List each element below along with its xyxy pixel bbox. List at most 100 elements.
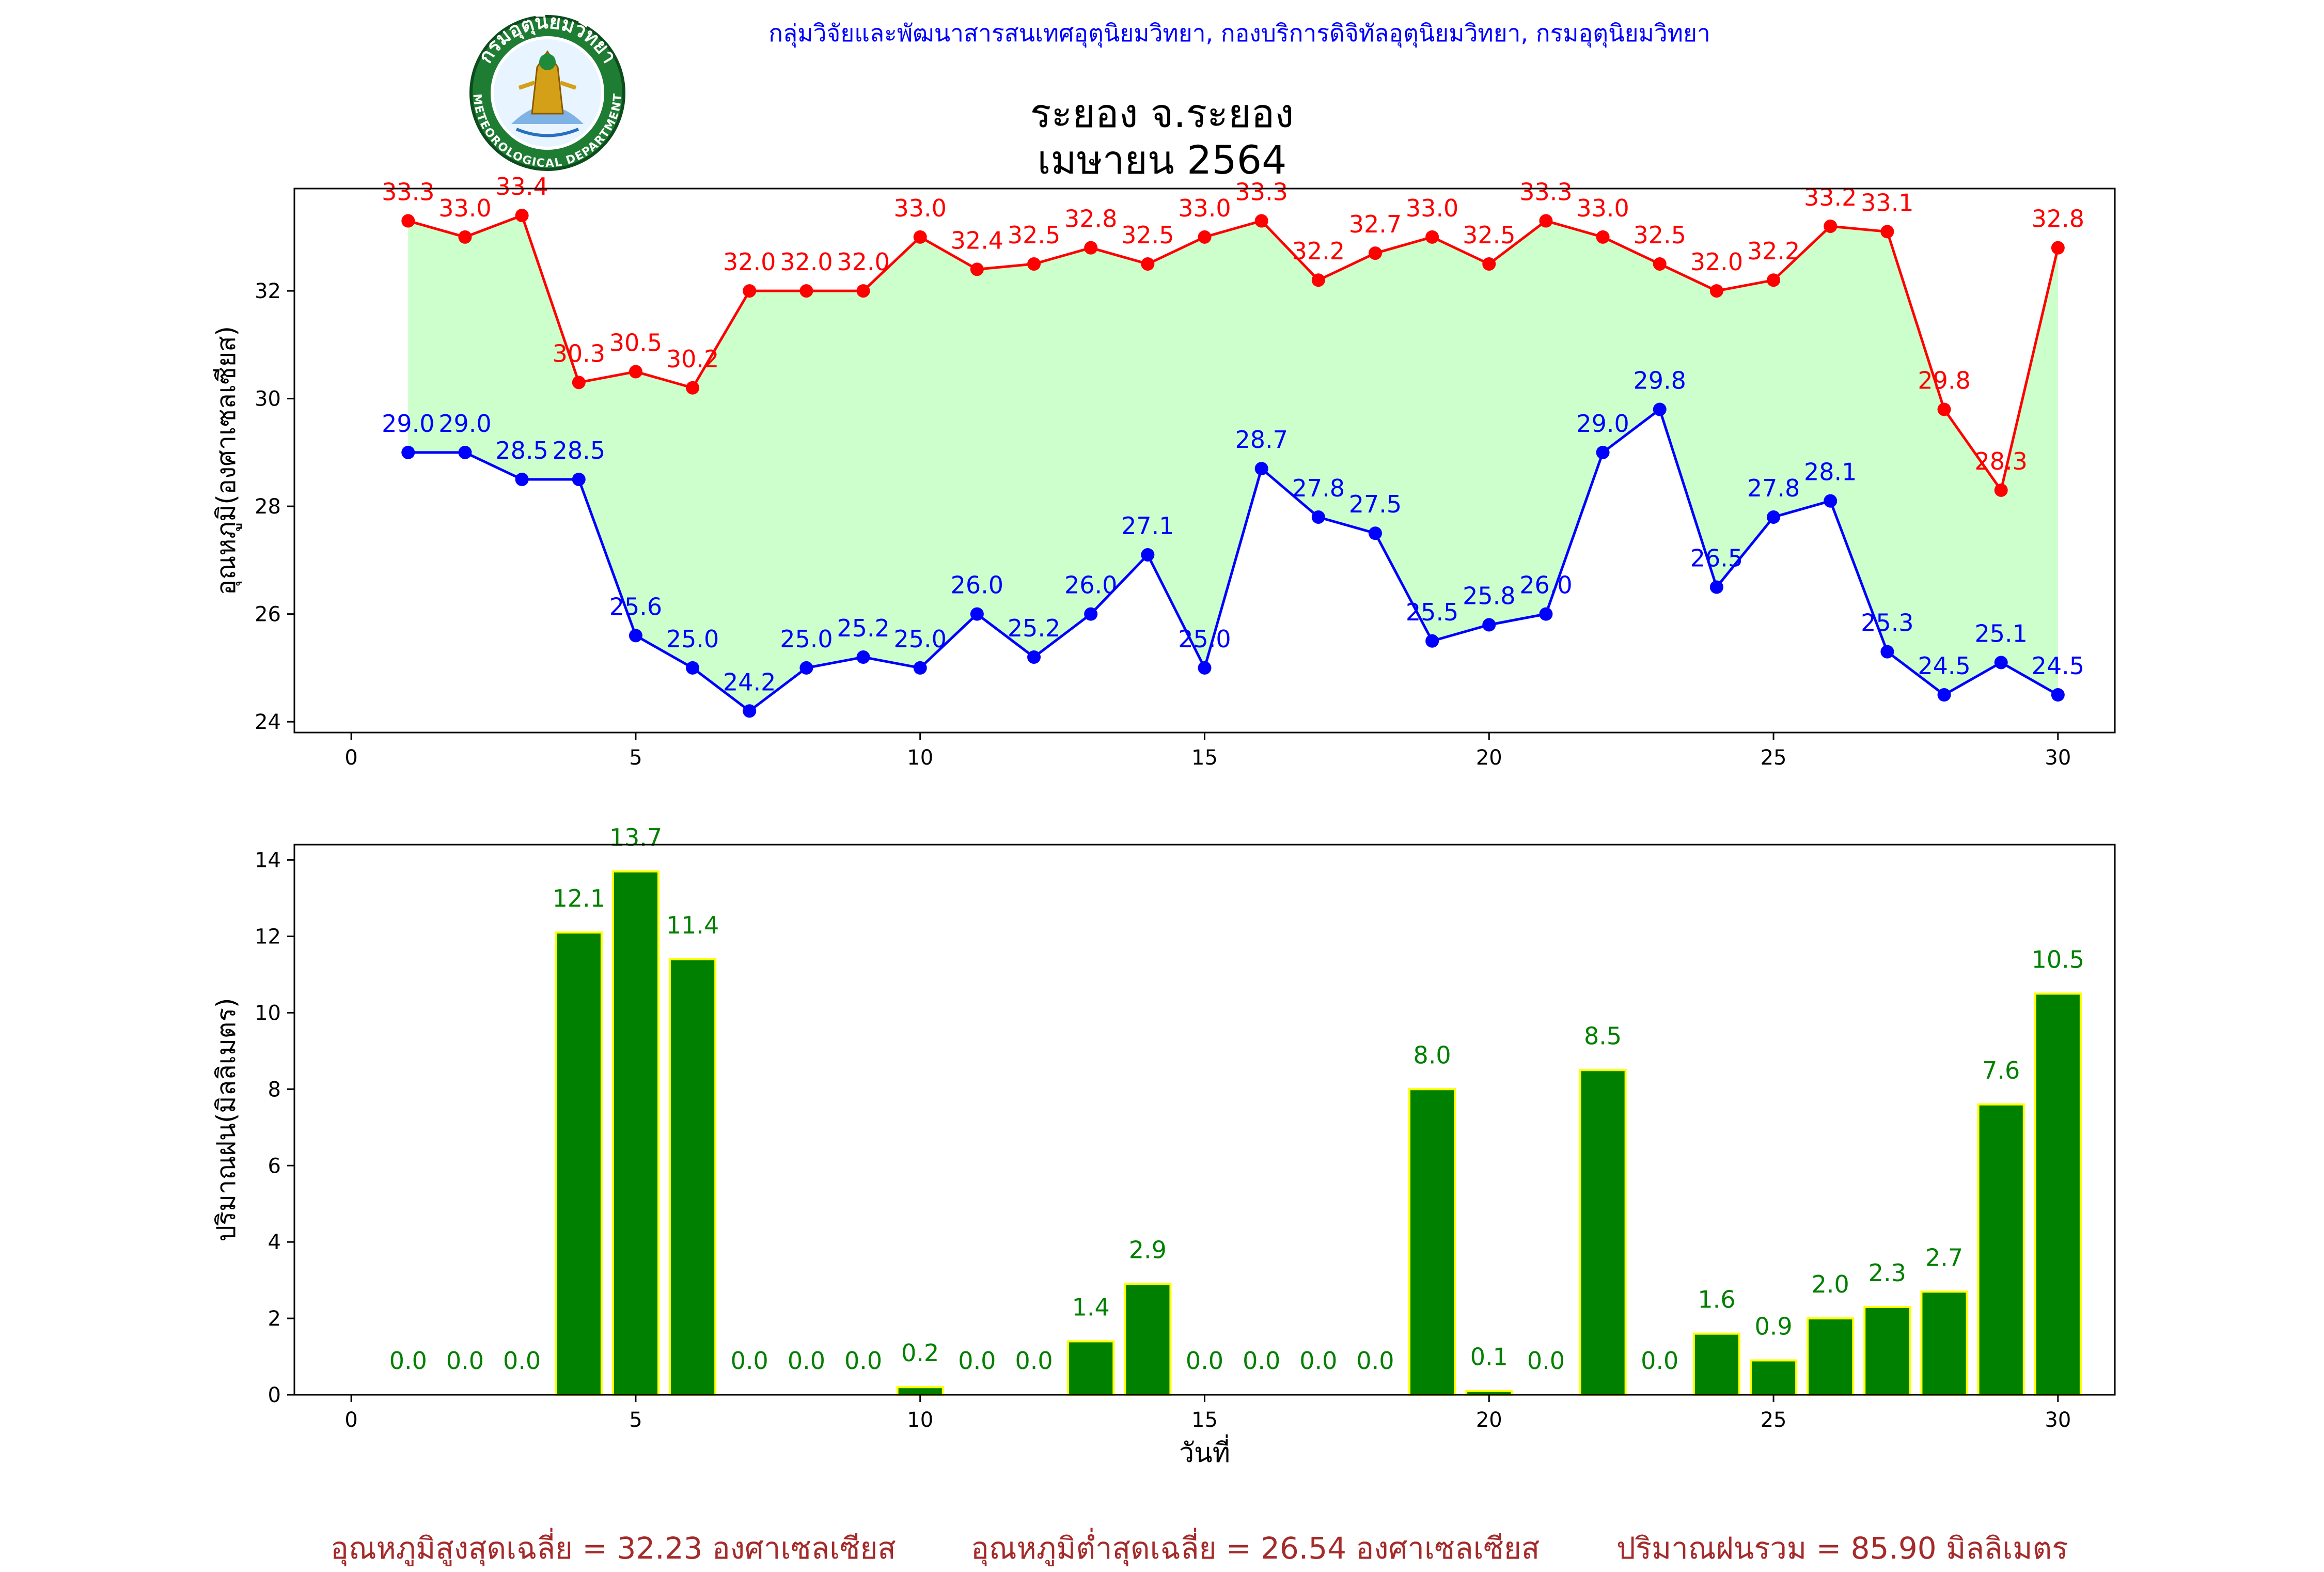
- max-temperature-point: [743, 284, 757, 298]
- max-temperature-label: 32.7: [1349, 210, 1402, 238]
- rainfall-label: 0.0: [1299, 1347, 1337, 1375]
- rainfall-bar: [1863, 1305, 1911, 1396]
- temperature-points: [401, 209, 2065, 718]
- y-tick-label: 12: [255, 925, 281, 949]
- max-temperature-line: [407, 213, 2060, 493]
- min-temperature-point: [1880, 645, 1894, 659]
- max-temperature-label: 33.0: [438, 194, 491, 222]
- rainfall-x-axis-label: วันที่: [1179, 1434, 1230, 1469]
- max-temperature-point: [1994, 483, 2008, 497]
- y-tick-label: 26: [255, 603, 281, 627]
- rainfall-bars: [555, 870, 2082, 1396]
- max-temperature-label: 32.5: [1121, 221, 1174, 249]
- max-temperature-label: 33.2: [1804, 183, 1857, 211]
- min-temperature-point: [2051, 688, 2065, 702]
- min-temperature-point: [1653, 402, 1667, 416]
- min-temperature-point: [515, 472, 529, 486]
- rainfall-label: 11.4: [666, 911, 719, 939]
- x-tick-label: 5: [629, 746, 642, 770]
- max-temperature-point: [1824, 219, 1838, 233]
- rainfall-label: 0.0: [503, 1347, 541, 1375]
- min-temperature-label: 26.0: [1064, 571, 1117, 599]
- max-temperature-point: [1937, 402, 1951, 416]
- rainfall-label: 0.0: [1243, 1347, 1280, 1375]
- max-temperature-point: [1141, 257, 1155, 271]
- max-temperature-point: [401, 214, 415, 228]
- min-temperature-point: [1141, 548, 1155, 562]
- temperature-fill-area: [408, 215, 2058, 711]
- max-temperature-point: [1425, 230, 1439, 244]
- x-tick-label: 30: [2045, 1408, 2071, 1432]
- temperature-y-axis: 24 26 28 30 32: [255, 279, 294, 734]
- temperature-range-fill: [408, 215, 2058, 711]
- min-temperature-point: [913, 661, 927, 675]
- min-temperature-label: 25.0: [666, 625, 719, 653]
- max-temperature-point: [1368, 246, 1382, 260]
- y-tick-label: 10: [255, 1001, 281, 1025]
- min-temperature-point: [1254, 462, 1268, 476]
- min-temperature-label: 25.1: [1974, 619, 2027, 647]
- max-temperature-point: [1653, 257, 1667, 271]
- max-temperature-point: [913, 230, 927, 244]
- min-temperature-label: 28.5: [495, 437, 548, 464]
- rainfall-bar: [1124, 1283, 1172, 1396]
- max-temperature-label: 33.0: [894, 194, 947, 222]
- max-temperature-point: [686, 381, 700, 395]
- rainfall-label: 2.0: [1812, 1270, 1849, 1298]
- y-tick-label: 2: [268, 1307, 281, 1331]
- min-temperature-point: [1767, 510, 1781, 524]
- min-temperature-point: [743, 704, 757, 718]
- max-temperature-label: 32.0: [723, 248, 776, 276]
- rainfall-y-axis-label: ปริมาณฝน(มิลลิเมตร): [211, 998, 241, 1241]
- rainfall-bar: [669, 958, 717, 1396]
- min-temperature-label: 24.5: [2032, 652, 2084, 680]
- x-tick-label: 30: [2045, 746, 2071, 770]
- temperature-x-axis: 0 5 10 15 20 25 30: [344, 733, 2071, 770]
- max-temperature-label: 32.5: [1634, 221, 1686, 249]
- max-temperature-point: [572, 376, 586, 390]
- temperature-lines: [407, 213, 2060, 713]
- max-temperature-point: [2051, 241, 2065, 255]
- y-tick-label: 0: [268, 1383, 281, 1407]
- min-temperature-point: [1824, 494, 1838, 508]
- rainfall-label: 0.0: [788, 1347, 825, 1375]
- min-temperature-point: [1425, 634, 1439, 648]
- rainfall-bar: [1807, 1317, 1855, 1396]
- x-tick-label: 10: [907, 1408, 933, 1432]
- min-temperature-point: [1311, 510, 1325, 524]
- y-tick-label: 24: [255, 710, 281, 734]
- min-temperature-point: [1709, 580, 1723, 594]
- max-temperature-label: 32.5: [1463, 221, 1515, 249]
- min-temperature-point: [401, 445, 415, 459]
- rainfall-label: 8.5: [1584, 1022, 1622, 1050]
- max-temperature-label: 33.0: [1576, 194, 1629, 222]
- rainfall-bar: [2034, 992, 2082, 1396]
- rainfall-label: 0.2: [901, 1339, 939, 1367]
- min-temperature-label: 27.8: [1292, 474, 1345, 502]
- min-temperature-point: [629, 629, 642, 643]
- max-temperature-label: 33.3: [1235, 178, 1287, 206]
- max-temperature-point: [1709, 284, 1723, 298]
- max-temperature-point: [1767, 273, 1781, 287]
- y-tick-label: 6: [268, 1154, 281, 1178]
- min-temperature-point: [686, 661, 700, 675]
- rainfall-bar: [555, 931, 603, 1396]
- x-tick-label: 15: [1191, 746, 1218, 770]
- max-temperature-label: 32.0: [837, 248, 889, 276]
- rainfall-bar: [1067, 1340, 1115, 1396]
- rainfall-bar: [1750, 1359, 1798, 1396]
- x-tick-label: 20: [1476, 1408, 1502, 1432]
- temperature-y-axis-label: อุณหภูมิ(องศาเซลเซียส): [211, 326, 242, 595]
- max-temperature-label: 33.4: [495, 173, 548, 200]
- min-temperature-point: [970, 607, 984, 621]
- min-temperature-label: 25.3: [1861, 609, 1913, 637]
- chart-title-station: ระยอง จ.ระยอง: [1030, 90, 1294, 136]
- rainfall-label: 0.0: [389, 1347, 427, 1375]
- max-temperature-label: 33.1: [1861, 189, 1913, 216]
- max-temperature-point: [1596, 230, 1610, 244]
- rainfall-label: 0.0: [1641, 1347, 1678, 1375]
- max-temperature-point: [1482, 257, 1496, 271]
- rainfall-label: 0.9: [1754, 1312, 1792, 1340]
- max-temperature-label: 30.5: [609, 329, 662, 356]
- max-temperature-label: 32.5: [1008, 221, 1060, 249]
